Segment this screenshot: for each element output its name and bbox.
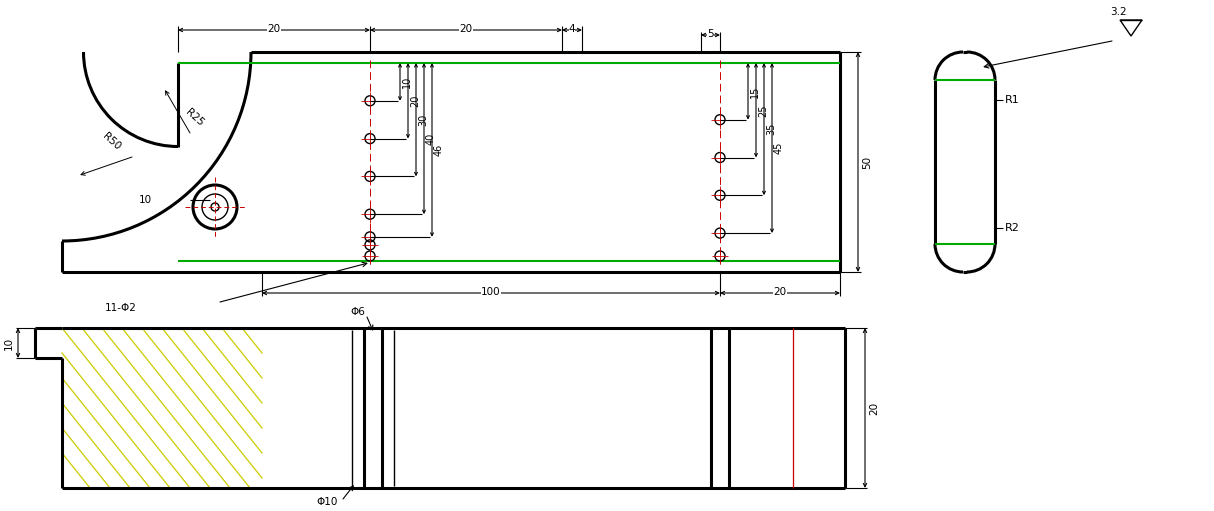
Text: 15: 15 [750,85,760,98]
Text: 20: 20 [267,24,280,34]
Text: 20: 20 [459,24,472,34]
Text: R50: R50 [101,131,123,152]
Text: 35: 35 [766,123,776,135]
Text: Φ10: Φ10 [317,497,337,507]
Text: 10: 10 [402,76,412,88]
Text: 50: 50 [862,155,872,169]
Text: 4: 4 [568,24,575,34]
Text: 10: 10 [4,336,15,350]
Text: 40: 40 [426,132,436,145]
Text: Φ6: Φ6 [350,307,365,317]
Text: 45: 45 [775,142,784,154]
Text: R25: R25 [185,107,206,129]
Text: 11-Φ2: 11-Φ2 [104,303,137,313]
Text: 20: 20 [773,287,787,297]
Text: 20: 20 [869,402,879,414]
Text: 20: 20 [410,95,420,107]
Text: 30: 30 [418,113,429,126]
Text: 100: 100 [481,287,501,297]
Text: R1: R1 [1005,95,1020,105]
Text: 3.2: 3.2 [1111,7,1127,17]
Text: 10: 10 [138,195,152,205]
Text: 46: 46 [433,144,444,156]
Text: R2: R2 [1005,223,1020,233]
Text: 25: 25 [758,104,768,117]
Text: 5: 5 [708,29,714,39]
